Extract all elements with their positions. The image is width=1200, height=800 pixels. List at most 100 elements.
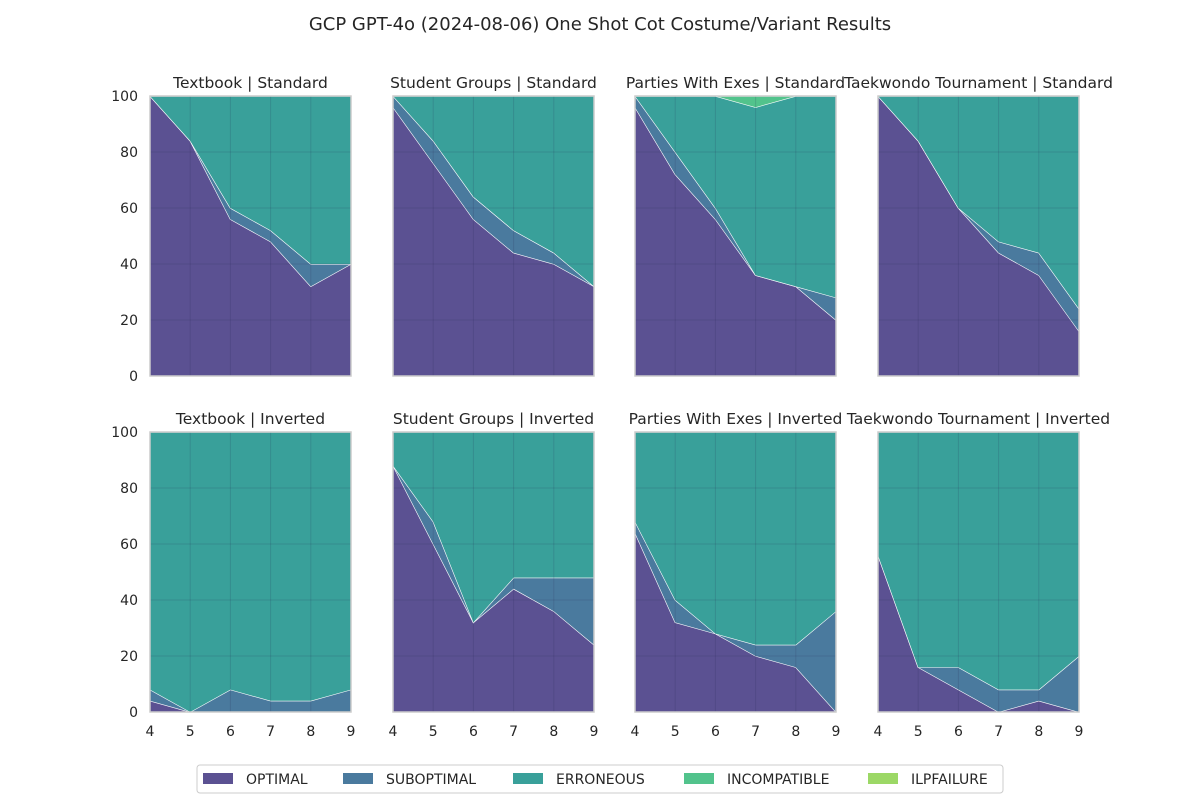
x-tick-label: 5	[671, 724, 680, 740]
legend-label: OPTIMAL	[246, 772, 308, 788]
legend-swatch	[203, 773, 233, 784]
legend-swatch	[513, 773, 543, 784]
plot-frame	[149, 95, 352, 377]
area-erroneous	[393, 432, 594, 623]
legend-label: ILPFAILURE	[911, 772, 988, 788]
y-tick-label: 40	[120, 257, 138, 273]
area-optimal	[150, 700, 351, 712]
y-tick-label: 0	[129, 705, 138, 721]
x-tick-label: 9	[832, 724, 841, 740]
area-optimal	[393, 465, 594, 712]
x-tick-label: 6	[226, 724, 235, 740]
panel: Taekwondo Tournament | Inverted 4 5 6 7 8 9	[846, 410, 1110, 740]
legend-frame	[196, 764, 1004, 794]
panel-title: Taekwondo Tournament | Inverted	[846, 410, 1110, 428]
x-tick-label: 4	[146, 724, 155, 740]
panel-title: Student Groups | Standard	[390, 74, 597, 92]
y-tick-label: 80	[120, 481, 138, 497]
x-tick-label: 5	[429, 724, 438, 740]
area-edge-suboptimal	[634, 521, 837, 646]
area-erroneous	[635, 432, 836, 645]
plot-frame	[634, 95, 837, 377]
legend-swatch	[684, 773, 714, 784]
y-tick-label: 20	[120, 313, 138, 329]
legend-item: ILPFAILURE	[868, 772, 988, 788]
area-erroneous	[150, 432, 351, 712]
x-tick-label: 6	[954, 724, 963, 740]
area-optimal	[150, 96, 351, 376]
legend-item: INCOMPATIBLE	[684, 772, 829, 788]
panel-title: Textbook | Standard	[172, 74, 328, 92]
panel: Taekwondo Tournament | Standard	[843, 74, 1113, 377]
panel: Student Groups | Inverted 4 5 6 7 8 9	[389, 410, 599, 740]
panel: Parties With Exes | Standard	[626, 74, 845, 377]
y-tick-label: 100	[111, 89, 138, 105]
x-tick-label: 8	[791, 724, 800, 740]
panel: Student Groups | Standard	[390, 74, 597, 377]
y-tick-label: 100	[111, 425, 138, 441]
legend-item: OPTIMAL	[203, 772, 308, 788]
x-tick-label: 7	[994, 724, 1003, 740]
area-erroneous	[393, 96, 594, 287]
plot-frame	[392, 431, 595, 713]
area-incompatible	[635, 96, 836, 108]
plot-frame	[149, 431, 352, 713]
x-tick-label: 6	[469, 724, 478, 740]
x-tick-label: 9	[590, 724, 599, 740]
x-tick-label: 8	[1034, 724, 1043, 740]
area-suboptimal	[878, 555, 1079, 712]
legend-label: ERRONEOUS	[556, 772, 645, 788]
area-optimal	[878, 555, 1079, 712]
area-suboptimal	[393, 465, 594, 645]
y-tick-label: 60	[120, 201, 138, 217]
x-tick-label: 6	[711, 724, 720, 740]
plot-frame	[877, 431, 1080, 713]
legend: OPTIMAL SUBOPTIMAL ERRONEOUS INCOMPATIBLE IL…	[196, 764, 1004, 794]
area-suboptimal	[150, 96, 351, 287]
y-tick-label: 0	[129, 369, 138, 385]
x-tick-label: 8	[306, 724, 315, 740]
legend-swatch	[868, 773, 898, 784]
x-tick-label: 5	[186, 724, 195, 740]
x-tick-label: 4	[389, 724, 398, 740]
area-erroneous	[878, 96, 1079, 309]
panel: Textbook | Inverted 0 20 40 60 80 100 4 5 6 7 8 9	[111, 410, 355, 740]
y-tick-label: 60	[120, 537, 138, 553]
area-suboptimal	[635, 521, 836, 712]
y-tick-label: 80	[120, 145, 138, 161]
x-tick-label: 7	[266, 724, 275, 740]
plot-frame	[877, 95, 1080, 377]
x-tick-label: 9	[1075, 724, 1084, 740]
x-tick-label: 7	[751, 724, 760, 740]
legend-label: INCOMPATIBLE	[727, 772, 829, 788]
area-optimal	[635, 107, 836, 376]
x-tick-label: 4	[874, 724, 883, 740]
area-optimal	[878, 96, 1079, 376]
x-tick-label: 7	[509, 724, 518, 740]
panel: Parties With Exes | Inverted 4 5 6 7 8 9	[629, 410, 843, 740]
panel-title: Textbook | Inverted	[175, 410, 325, 428]
chart-title: GCP GPT-4o (2024-08-06) One Shot Cot Cos…	[309, 14, 891, 35]
panel: Textbook | Standard 0 20 40 60 80 100	[111, 74, 352, 385]
x-tick-label: 5	[914, 724, 923, 740]
area-optimal	[393, 107, 594, 376]
plot-frame	[392, 95, 595, 377]
area-suboptimal	[635, 96, 836, 320]
area-erroneous	[878, 432, 1079, 690]
y-tick-label: 40	[120, 593, 138, 609]
panel-title: Parties With Exes | Standard	[626, 74, 845, 92]
x-tick-label: 4	[631, 724, 640, 740]
panel-title: Parties With Exes | Inverted	[629, 410, 843, 428]
panel-title: Taekwondo Tournament | Standard	[843, 74, 1113, 92]
area-optimal	[635, 532, 836, 712]
x-tick-label: 9	[347, 724, 356, 740]
plot-frame	[634, 431, 837, 713]
area-erroneous	[635, 96, 836, 298]
y-tick-label: 20	[120, 649, 138, 665]
legend-label: SUBOPTIMAL	[386, 772, 476, 788]
legend-item: SUBOPTIMAL	[343, 772, 476, 788]
legend-item: ERRONEOUS	[513, 772, 645, 788]
panel-title: Student Groups | Inverted	[393, 410, 594, 428]
